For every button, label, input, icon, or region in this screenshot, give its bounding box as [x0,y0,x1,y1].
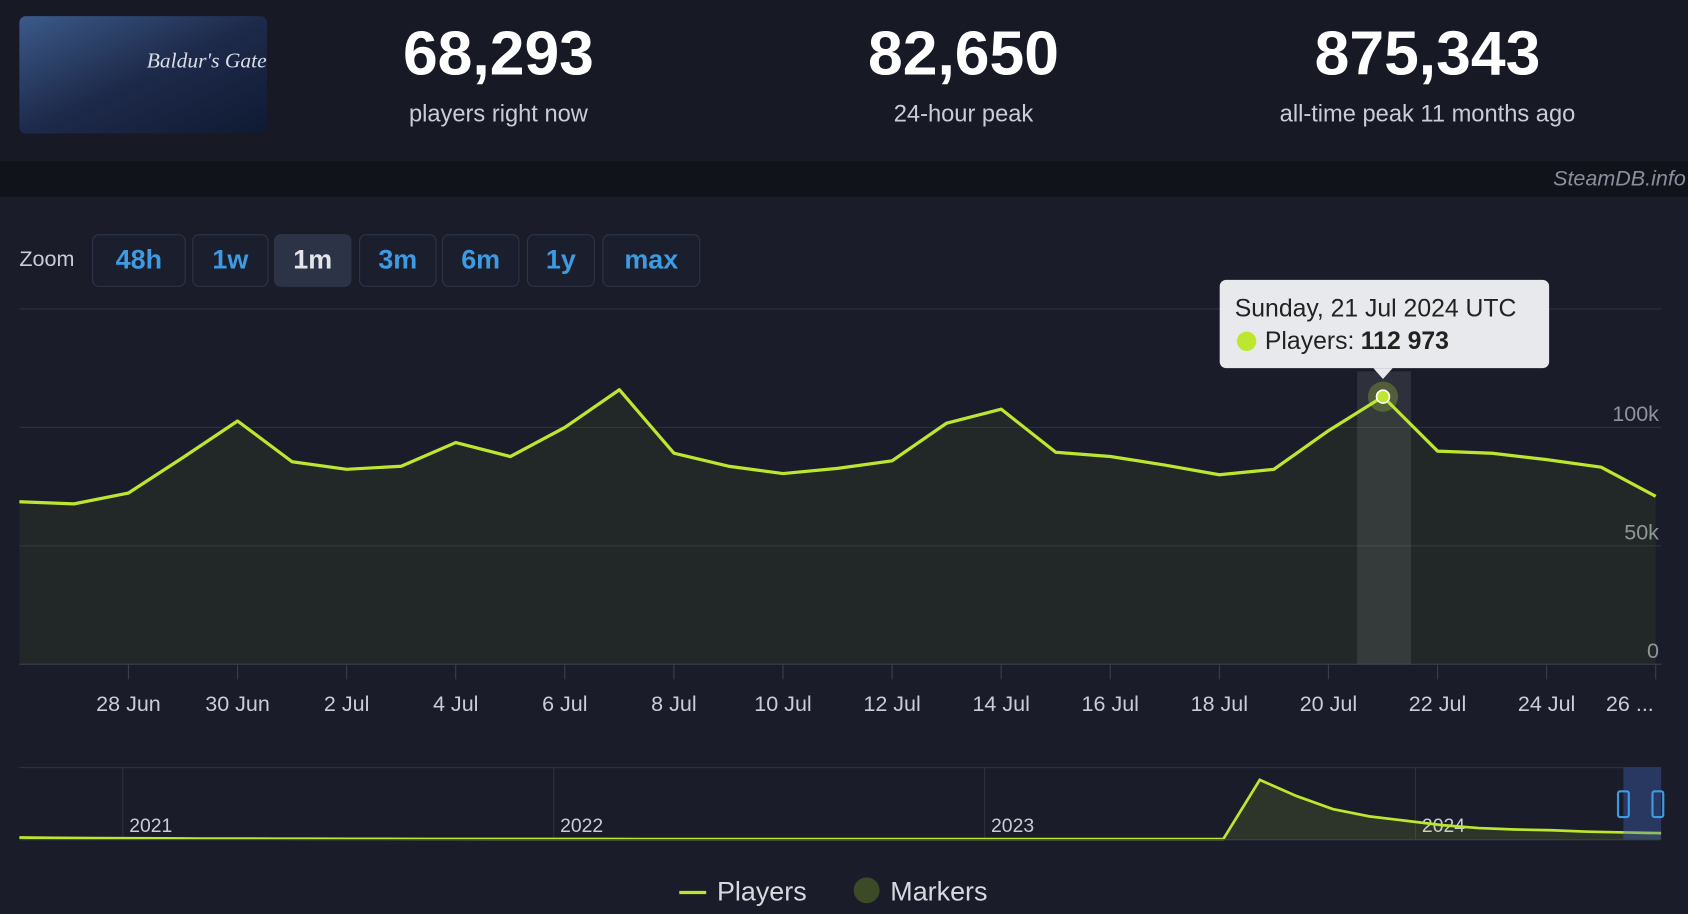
hover-point [1375,389,1391,404]
tooltip-value: 112 973 [1361,328,1449,355]
x-tick-label: 16 Jul [1082,692,1139,716]
zoom-button[interactable] [602,234,701,287]
watermark: SteamDB.info [1553,166,1686,190]
tooltip-arrow [1373,368,1393,379]
tooltip-title: Sunday, 21 Jul 2024 UTC [1235,296,1517,323]
legend-label[interactable]: Players [717,877,807,907]
x-tick-label: 30 Jun [205,692,270,716]
legend-label[interactable]: Markers [890,877,987,907]
zoom-button[interactable] [359,234,437,287]
x-tick-label: 28 Jun [96,692,161,716]
x-tick-label: 10 Jul [754,692,811,716]
zoom-button-label[interactable]: 1w [212,245,248,275]
zoom-button[interactable] [192,234,269,287]
zoom-button-label[interactable]: 1m [293,245,332,275]
x-tick-label: 6 Jul [542,692,587,716]
tooltip-dot [1236,331,1257,351]
legend-marker [853,877,880,904]
x-tick-label: 12 Jul [863,692,920,716]
y-tick-label: 0 [1647,639,1659,663]
navigator-handle[interactable] [1616,790,1630,819]
navigator-label: 2021 [129,815,172,837]
zoom-button-label[interactable]: max [624,245,678,275]
band [0,161,1688,198]
game-image [19,16,267,134]
stat-label: 24-hour peak [894,101,1034,127]
x-tick-label: 14 Jul [972,692,1029,716]
zoom-button[interactable] [92,234,186,287]
navigator-label: 2023 [991,815,1034,837]
header-bg [0,0,1688,162]
navigator-handle[interactable] [1651,790,1665,819]
x-tick-label: 2 Jul [324,692,369,716]
zoom-button[interactable] [441,234,520,287]
stat-value: 82,650 [868,19,1059,89]
tooltip-label: Players: [1265,328,1354,355]
zoom-button-label[interactable]: 1y [546,245,576,275]
x-tick-label: 26 ... [1606,692,1654,716]
stat-label: all-time peak 11 months ago [1280,101,1576,127]
game-logo: Baldur's Gate [147,48,267,72]
zoom-button[interactable] [273,234,352,287]
y-tick-label: 50k [1624,521,1659,545]
tooltip [1219,279,1550,369]
x-tick-label: 22 Jul [1409,692,1466,716]
x-tick-label: 20 Jul [1300,692,1357,716]
navigator-area [19,779,1662,840]
stat-label: players right now [409,101,589,127]
zoom-button-label[interactable]: 3m [378,245,417,275]
navigator-line [19,778,1662,841]
navigator-label: 2022 [560,815,603,837]
zoom-label: Zoom [19,247,74,271]
x-tick-label: 4 Jul [433,692,478,716]
stat-value: 875,343 [1315,19,1541,89]
x-tick-label: 18 Jul [1191,692,1248,716]
x-tick-label: 24 Jul [1518,692,1575,716]
zoom-button-label[interactable]: 48h [116,245,162,275]
x-tick-label: 8 Jul [651,692,696,716]
y-tick-label: 100k [1612,402,1659,426]
hover-band [1357,371,1411,665]
area [19,389,1656,665]
zoom-button[interactable] [526,234,595,287]
zoom-button-label[interactable]: 6m [461,245,500,275]
stat-value: 68,293 [403,19,594,89]
